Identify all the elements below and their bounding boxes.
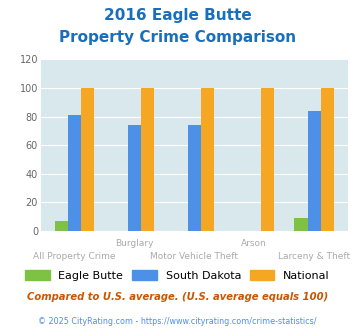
Text: Compared to U.S. average. (U.S. average equals 100): Compared to U.S. average. (U.S. average … bbox=[27, 292, 328, 302]
Bar bbox=[141, 88, 154, 231]
Text: All Property Crime: All Property Crime bbox=[33, 252, 116, 261]
Bar bbox=[201, 88, 214, 231]
Bar bbox=[81, 88, 94, 231]
Text: Property Crime Comparison: Property Crime Comparison bbox=[59, 30, 296, 45]
Bar bbox=[307, 111, 321, 231]
Text: 2016 Eagle Butte: 2016 Eagle Butte bbox=[104, 8, 251, 23]
Text: Burglary: Burglary bbox=[115, 239, 154, 248]
Bar bbox=[68, 115, 81, 231]
Text: Motor Vehicle Theft: Motor Vehicle Theft bbox=[151, 252, 238, 261]
Legend: Eagle Butte, South Dakota, National: Eagle Butte, South Dakota, National bbox=[25, 270, 330, 281]
Text: © 2025 CityRating.com - https://www.cityrating.com/crime-statistics/: © 2025 CityRating.com - https://www.city… bbox=[38, 317, 317, 326]
Text: Larceny & Theft: Larceny & Theft bbox=[278, 252, 350, 261]
Bar bbox=[294, 218, 307, 231]
Text: Arson: Arson bbox=[241, 239, 267, 248]
Bar bbox=[321, 88, 334, 231]
Bar bbox=[128, 125, 141, 231]
Bar bbox=[55, 221, 68, 231]
Bar bbox=[188, 125, 201, 231]
Bar bbox=[261, 88, 274, 231]
